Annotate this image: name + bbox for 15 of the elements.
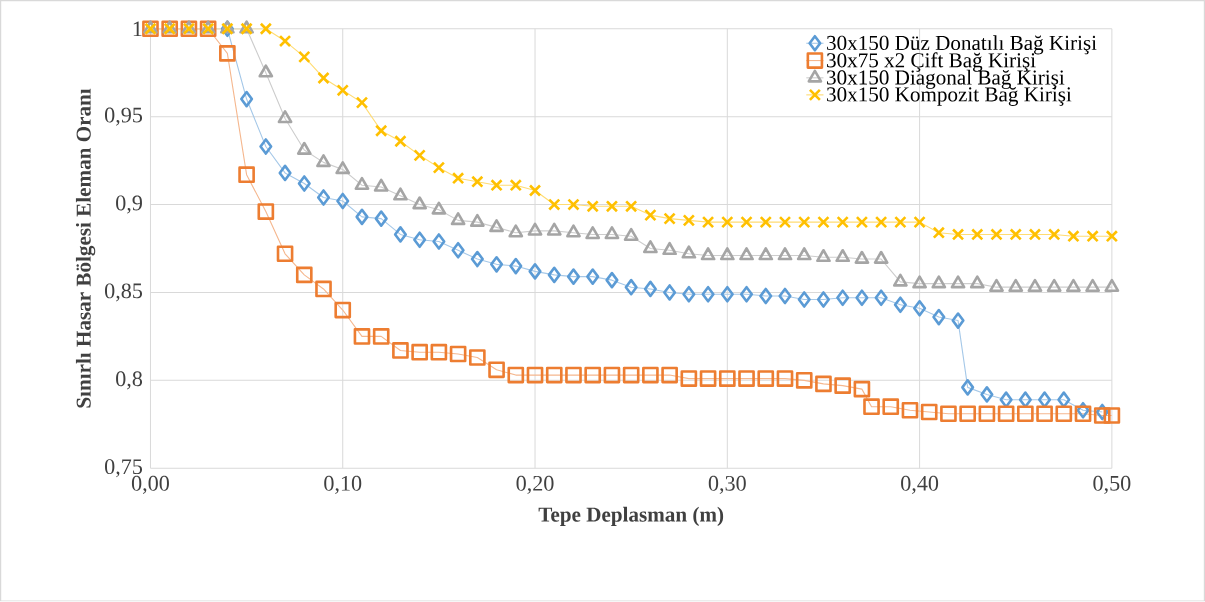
y-tick-label: 1	[133, 21, 142, 37]
x-tick-label: 0,30	[708, 476, 746, 495]
y-tick-label: 0,8	[116, 371, 143, 390]
x-tick-label: 0,20	[516, 476, 554, 495]
x-axis-title: Tepe Deplasman (m)	[538, 507, 724, 527]
legend-label: 30x150 Kompozit Bağ Kirişi	[827, 87, 1072, 107]
x-tick-label: 0,10	[324, 476, 362, 495]
x-tick-label: 0,50	[1093, 476, 1131, 495]
y-tick-label: 0,9	[116, 195, 142, 214]
y-axis-title: Sınırlı Hasar Bölgesi Eleman Oranı	[75, 88, 96, 408]
x-tick-label: 0,40	[901, 476, 939, 495]
y-tick-label: 0,85	[105, 283, 143, 302]
x-tick-label: 0,00	[131, 476, 169, 495]
y-tick-label: 0,95	[105, 107, 143, 126]
y-tick-label: 0,75	[105, 459, 143, 478]
